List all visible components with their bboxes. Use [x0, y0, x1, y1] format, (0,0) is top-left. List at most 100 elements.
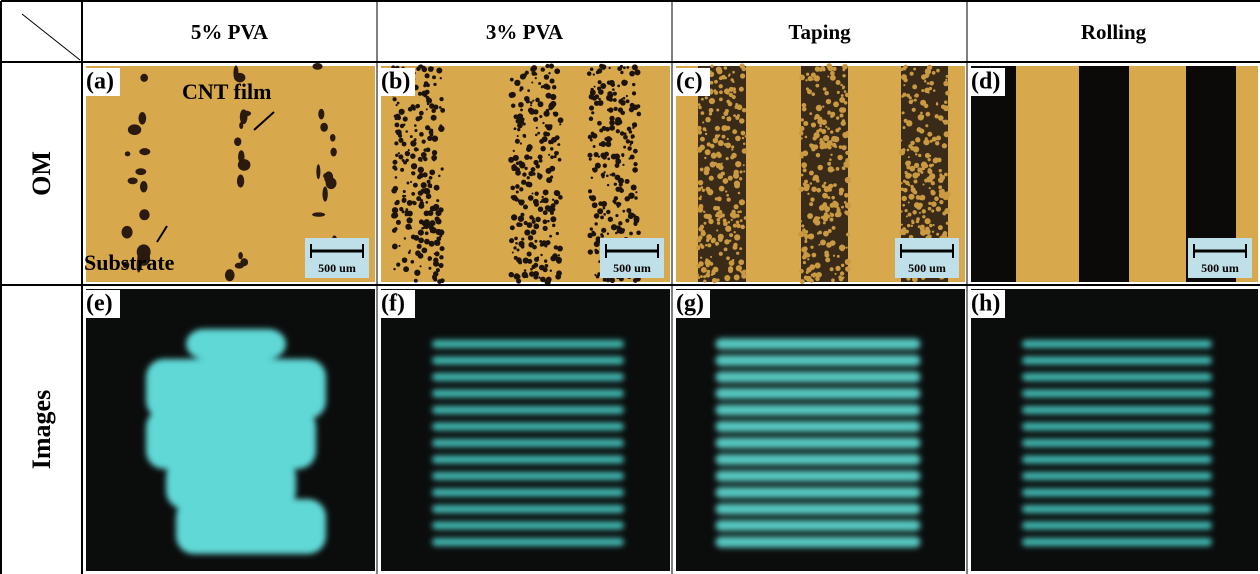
cnt-speck: [932, 71, 936, 75]
cnt-speck: [547, 220, 550, 223]
cnt-speck: [811, 186, 816, 191]
cnt-speck: [931, 201, 937, 207]
cnt-speck: [534, 73, 537, 76]
cnt-speck: [590, 90, 596, 96]
cnt-speck: [842, 119, 845, 122]
cnt-speck: [824, 207, 829, 212]
cnt-speck: [828, 229, 832, 233]
cnt-speck: [936, 206, 941, 211]
cnt-speck: [734, 105, 738, 109]
cnt-speck: [702, 121, 704, 123]
cnt-speck: [434, 185, 440, 191]
cnt-speck: [542, 196, 544, 198]
scale-label: 500 um: [318, 261, 356, 275]
cnt-speck: [700, 225, 705, 230]
cnt-speck: [434, 240, 440, 246]
cnt-speck: [824, 91, 829, 96]
cnt-speck: [704, 157, 706, 159]
cnt-speck: [725, 109, 729, 113]
cnt-speck: [393, 186, 398, 191]
cnt-speck: [634, 218, 640, 224]
cnt-speck: [551, 137, 557, 143]
cnt-speck: [615, 175, 621, 181]
cnt-speck: [400, 168, 404, 172]
cnt-speck: [405, 208, 408, 211]
cnt-speck: [823, 221, 826, 224]
cnt-speck: [710, 81, 714, 85]
cnt-speck: [432, 275, 437, 280]
cnt-speck: [839, 245, 845, 251]
cnt-speck: [549, 235, 552, 238]
cnt-speck: [620, 131, 625, 136]
cnt-speck: [728, 266, 733, 271]
cnt-speck: [723, 221, 728, 226]
cnt-speck: [407, 200, 413, 206]
cnt-speck: [534, 257, 539, 262]
cnt-speck: [433, 83, 436, 86]
cnt-speck: [731, 145, 734, 148]
cnt-speck: [524, 269, 527, 272]
cnt-blob: [128, 124, 141, 135]
cnt-speck: [839, 191, 843, 195]
cnt-speck: [924, 88, 929, 93]
cnt-speck: [736, 220, 740, 224]
cnt-speck: [427, 183, 432, 188]
cnt-speck: [523, 73, 527, 77]
cnt-speck: [832, 201, 837, 206]
cnt-speck: [946, 75, 949, 78]
cnt-speck: [807, 254, 811, 258]
cnt-speck: [620, 100, 626, 106]
cnt-speck: [538, 154, 543, 159]
cnt-speck: [628, 212, 632, 216]
cnt-speck: [590, 67, 594, 71]
cnt-speck: [589, 106, 594, 111]
cnt-speck: [631, 136, 634, 139]
cnt-speck: [418, 115, 422, 119]
cnt-speck: [589, 158, 592, 161]
cnt-speck: [830, 154, 832, 156]
cnt-speck: [844, 193, 849, 198]
cnt-speck: [511, 103, 515, 107]
cnt-speck: [516, 257, 522, 263]
cnt-speck: [809, 112, 812, 115]
cnt-speck: [425, 125, 430, 130]
emission-pattern: [436, 344, 620, 542]
cnt-speck: [516, 222, 521, 227]
cnt-speck: [830, 71, 835, 76]
cnt-speck: [705, 133, 707, 135]
cnt-speck: [821, 204, 825, 208]
emission-image: (e): [84, 289, 375, 571]
column-header: 5% PVA: [191, 20, 269, 44]
cnt-speck: [394, 167, 398, 171]
cnt-speck: [554, 155, 557, 158]
cnt-speck: [619, 182, 623, 186]
cnt-speck: [820, 240, 826, 246]
cnt-speck: [536, 127, 538, 129]
cnt-speck: [836, 80, 841, 85]
cnt-speck: [429, 169, 435, 175]
cnt-speck: [703, 211, 705, 213]
cnt-speck: [617, 84, 620, 87]
panel-tag: (g): [676, 291, 704, 317]
cnt-speck: [436, 67, 442, 73]
cnt-speck: [634, 196, 638, 200]
cnt-speck: [624, 196, 629, 201]
emission-blob: [186, 329, 286, 359]
cnt-speck: [834, 273, 836, 275]
cnt-speck: [938, 115, 944, 121]
cnt-speck: [438, 263, 443, 268]
cnt-speck: [925, 137, 928, 140]
cnt-speck: [901, 224, 903, 226]
cnt-speck: [402, 198, 407, 203]
cnt-speck: [398, 134, 402, 138]
cnt-speck: [943, 231, 948, 236]
cnt-speck: [706, 234, 712, 240]
cnt-speck: [550, 211, 554, 215]
cnt-speck: [742, 108, 746, 112]
cnt-speck: [733, 231, 735, 233]
cnt-speck: [588, 153, 593, 158]
cnt-speck: [510, 186, 515, 191]
cnt-speck: [435, 229, 441, 235]
cnt-speck: [411, 235, 416, 240]
cnt-speck: [601, 228, 606, 233]
